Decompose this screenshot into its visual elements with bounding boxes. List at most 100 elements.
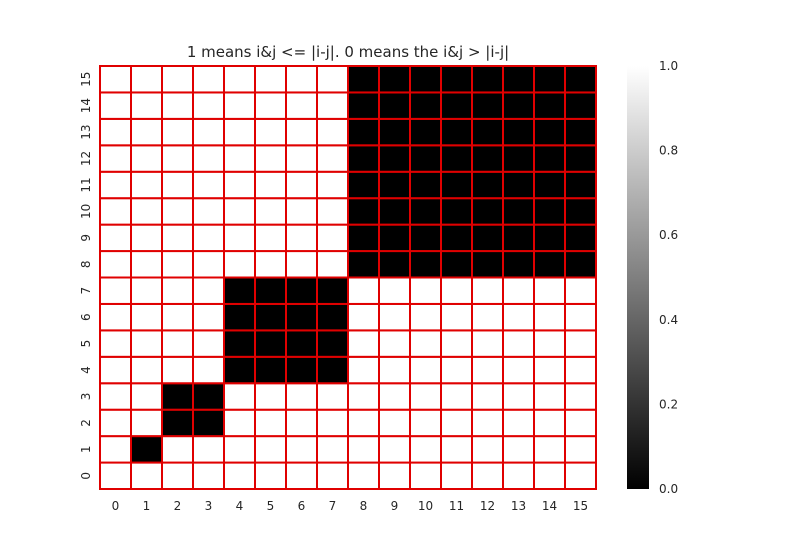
heatmap-cell-2-0	[99, 408, 132, 438]
heatmap-cell-0-11	[440, 461, 473, 490]
x-tick-label: 15	[573, 499, 588, 513]
heatmap-cell-12-1	[130, 144, 163, 173]
heatmap-cell-6-10	[409, 302, 442, 332]
heatmap-cell-4-1	[130, 355, 163, 385]
heatmap-cell-13-7	[316, 117, 349, 147]
heatmap-cell-0-2	[161, 461, 194, 490]
heatmap-cell-14-13	[502, 91, 535, 120]
heatmap-cell-1-10	[409, 435, 442, 464]
colorbar-tick-label: 0.8	[659, 144, 678, 158]
y-tick-label: 8	[79, 260, 93, 268]
heatmap-cell-15-2	[161, 65, 194, 94]
colorbar-tick-label: 0.2	[659, 397, 678, 411]
x-tick-label: 1	[143, 499, 151, 513]
heatmap-cell-11-10	[409, 170, 442, 200]
heatmap-cell-8-5	[254, 250, 287, 279]
heatmap-cell-9-5	[254, 223, 287, 253]
heatmap-cell-7-3	[192, 276, 225, 305]
heatmap-cell-0-6	[285, 461, 318, 490]
heatmap-cell-12-8	[347, 144, 380, 173]
heatmap-cell-7-4	[223, 276, 256, 305]
heatmap-cell-8-14	[533, 250, 566, 279]
y-tick-label: 9	[79, 234, 93, 242]
heatmap-cell-5-3	[192, 329, 225, 358]
heatmap-cell-14-7	[316, 91, 349, 120]
heatmap-cell-10-3	[192, 197, 225, 226]
heatmap-cell-9-4	[223, 223, 256, 253]
heatmap-cell-8-1	[130, 250, 163, 279]
heatmap-cell-15-14	[533, 65, 566, 94]
heatmap-cell-8-11	[440, 250, 473, 279]
heatmap-cell-13-10	[409, 117, 442, 147]
heatmap-cell-11-13	[502, 170, 535, 200]
heatmap-cell-9-7	[316, 223, 349, 253]
heatmap-cell-9-13	[502, 223, 535, 253]
heatmap-cell-10-6	[285, 197, 318, 226]
heatmap-cell-0-8	[347, 461, 380, 490]
colorbar-tick-label: 0.6	[659, 228, 678, 242]
heatmap-cell-1-9	[378, 435, 411, 464]
x-tick-label: 8	[360, 499, 368, 513]
heatmap-cell-6-5	[254, 302, 287, 332]
heatmap-cell-3-11	[440, 382, 473, 411]
heatmap-cell-4-13	[502, 355, 535, 385]
heatmap-cell-4-7	[316, 355, 349, 385]
heatmap-cell-0-1	[130, 461, 163, 490]
heatmap-cell-14-5	[254, 91, 287, 120]
heatmap-cell-8-9	[378, 250, 411, 279]
x-tick-label: 0	[112, 499, 120, 513]
heatmap-cell-12-5	[254, 144, 287, 173]
heatmap-cell-11-12	[471, 170, 504, 200]
heatmap-cell-12-9	[378, 144, 411, 173]
heatmap-cell-15-8	[347, 65, 380, 94]
heatmap-cell-5-6	[285, 329, 318, 358]
heatmap-cell-8-4	[223, 250, 256, 279]
heatmap-cell-9-2	[161, 223, 194, 253]
heatmap-cell-13-6	[285, 117, 318, 147]
x-tick-label: 7	[329, 499, 337, 513]
colorbar-ticks: 0.0 0.2 0.4 0.6 0.8 1.0	[659, 59, 678, 496]
heatmap-cell-5-15	[564, 329, 597, 358]
x-tick-label: 2	[174, 499, 182, 513]
heatmap-cell-2-5	[254, 408, 287, 438]
heatmap-cell-11-1	[130, 170, 163, 200]
heatmap-cell-12-6	[285, 144, 318, 173]
heatmap-cell-6-0	[99, 302, 132, 332]
heatmap-cell-6-2	[161, 302, 194, 332]
heatmap-cell-2-2	[161, 408, 194, 438]
heatmap-cell-5-4	[223, 329, 256, 358]
heatmap-cell-6-15	[564, 302, 597, 332]
heatmap-cell-15-13	[502, 65, 535, 94]
heatmap-cell-7-15	[564, 276, 597, 305]
heatmap-cell-6-4	[223, 302, 256, 332]
heatmap-cell-4-6	[285, 355, 318, 385]
heatmap-cell-0-10	[409, 461, 442, 490]
heatmap-cell-10-5	[254, 197, 287, 226]
heatmap-cell-4-5	[254, 355, 287, 385]
heatmap-cell-7-1	[130, 276, 163, 305]
heatmap-cell-4-15	[564, 355, 597, 385]
heatmap-cell-4-3	[192, 355, 225, 385]
x-tick-label: 4	[236, 499, 244, 513]
heatmap-cell-10-0	[99, 197, 132, 226]
heatmap-cell-3-1	[130, 382, 163, 411]
heatmap-cell-2-7	[316, 408, 349, 438]
heatmap-cell-1-7	[316, 435, 349, 464]
heatmap-cell-13-2	[161, 117, 194, 147]
heatmap-cell-13-0	[99, 117, 132, 147]
heatmap-cell-9-11	[440, 223, 473, 253]
x-tick-label: 10	[418, 499, 433, 513]
y-tick-label: 13	[79, 124, 93, 139]
heatmap-cell-7-8	[347, 276, 380, 305]
heatmap-cell-15-0	[99, 65, 132, 94]
heatmap-cell-1-1	[130, 435, 163, 464]
heatmap-cell-11-6	[285, 170, 318, 200]
heatmap-cell-0-0	[99, 461, 132, 490]
heatmap-cell-6-6	[285, 302, 318, 332]
heatmap-cell-11-2	[161, 170, 194, 200]
heatmap-cell-4-0	[99, 355, 132, 385]
x-tick-label: 11	[449, 499, 464, 513]
heatmap-cell-8-7	[316, 250, 349, 279]
heatmap-cell-15-15	[564, 65, 597, 94]
